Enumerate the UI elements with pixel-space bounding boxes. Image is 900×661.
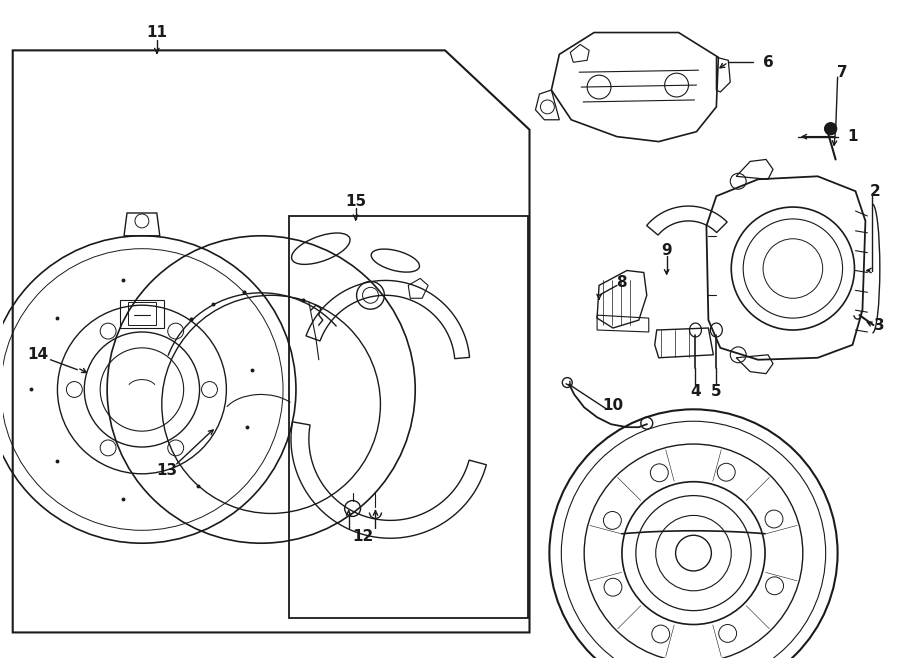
Text: 4: 4 (690, 384, 701, 399)
Text: 13: 13 (157, 463, 177, 479)
Text: 5: 5 (711, 384, 722, 399)
Text: 9: 9 (662, 243, 672, 258)
Text: 12: 12 (352, 529, 374, 544)
Text: 11: 11 (147, 25, 167, 40)
Text: 3: 3 (874, 317, 885, 332)
Text: 1: 1 (847, 129, 858, 144)
Text: 2: 2 (870, 184, 881, 199)
Text: 6: 6 (762, 55, 773, 70)
Text: 8: 8 (616, 275, 626, 290)
Text: 10: 10 (602, 398, 624, 413)
Circle shape (824, 123, 837, 135)
Text: 7: 7 (837, 65, 848, 80)
Text: 15: 15 (345, 194, 366, 209)
Text: 14: 14 (27, 347, 48, 362)
